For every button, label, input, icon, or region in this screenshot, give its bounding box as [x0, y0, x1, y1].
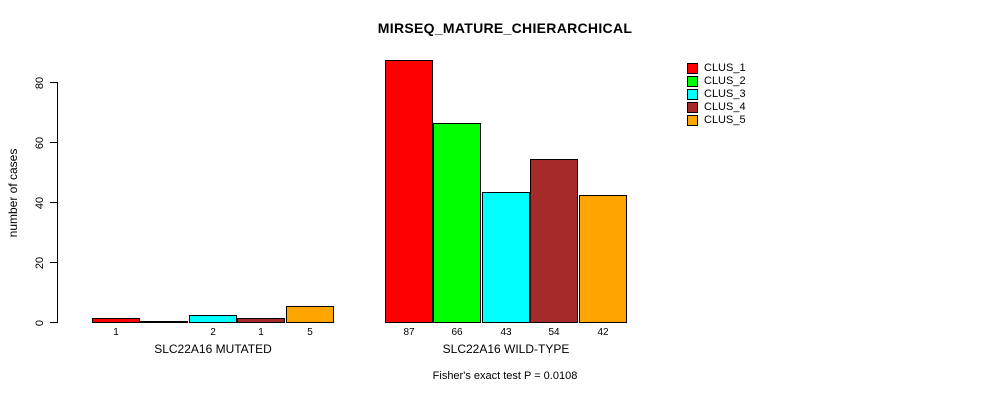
chart-title: MIRSEQ_MATURE_CHIERARCHICAL — [377, 20, 633, 36]
y-tick-label-40: 40 — [34, 196, 46, 209]
legend-item-CLUS_5: CLUS_5 — [687, 114, 746, 127]
bar-value-label: 87 — [403, 327, 415, 338]
bar-CLUS_1-slc22a16-mutated — [92, 318, 140, 323]
y-tick-mark-20 — [50, 262, 57, 263]
y-tick-label-0: 0 — [34, 319, 46, 326]
legend-item-CLUS_2: CLUS_2 — [687, 75, 746, 88]
bar-value-label: 42 — [597, 327, 609, 338]
bar-value-label: 43 — [500, 327, 512, 338]
bar-value-label: 54 — [548, 327, 560, 338]
y-tick-mark-80 — [50, 82, 57, 83]
bar-value-label: 2 — [210, 327, 216, 338]
bar-CLUS_5-slc22a16-mutated — [286, 306, 334, 323]
y-tick-mark-40 — [50, 202, 57, 203]
y-tick-label-20: 20 — [34, 256, 46, 269]
bar-value-label: 1 — [113, 327, 119, 338]
y-axis-line — [57, 82, 58, 323]
legend-swatch-icon — [687, 115, 698, 126]
legend-item-CLUS_1: CLUS_1 — [687, 62, 746, 75]
legend-label: CLUS_5 — [704, 114, 746, 126]
y-tick-mark-0 — [50, 322, 57, 323]
bar-CLUS_4-slc22a16-wild-type — [530, 159, 578, 323]
legend-swatch-icon — [687, 63, 698, 74]
legend-swatch-icon — [687, 89, 698, 100]
bar-CLUS_1-slc22a16-wild-type — [385, 60, 433, 323]
bar-value-label: 66 — [451, 327, 463, 338]
bar-CLUS_4-slc22a16-mutated — [237, 318, 285, 323]
group-label-2: SLC22A16 WILD-TYPE — [442, 342, 570, 356]
y-tick-label-80: 80 — [34, 76, 46, 89]
annotation-text: Fisher's exact test P = 0.0108 — [432, 370, 578, 382]
bar-CLUS_5-slc22a16-wild-type — [579, 195, 627, 323]
bar-value-label: 1 — [258, 327, 264, 338]
legend-swatch-icon — [687, 102, 698, 113]
legend-label: CLUS_4 — [704, 101, 746, 113]
legend: CLUS_1 CLUS_2 CLUS_3 CLUS_4 CLUS_5 — [687, 62, 746, 127]
y-axis-title: number of cases — [6, 148, 20, 238]
legend-label: CLUS_1 — [704, 62, 746, 74]
legend-item-CLUS_4: CLUS_4 — [687, 101, 746, 114]
legend-label: CLUS_3 — [704, 88, 746, 100]
bar-value-label: 5 — [307, 327, 313, 338]
bar-CLUS_3-slc22a16-wild-type — [482, 192, 530, 323]
y-tick-mark-60 — [50, 142, 57, 143]
group-label-1: SLC22A16 MUTATED — [154, 342, 272, 356]
bar-CLUS_3-slc22a16-mutated — [189, 315, 237, 323]
legend-label: CLUS_2 — [704, 75, 746, 87]
legend-item-CLUS_3: CLUS_3 — [687, 88, 746, 101]
bar-CLUS_2-slc22a16-mutated — [140, 321, 188, 323]
legend-swatch-icon — [687, 76, 698, 87]
y-tick-label-60: 60 — [34, 136, 46, 149]
bar-CLUS_2-slc22a16-wild-type — [433, 123, 481, 323]
